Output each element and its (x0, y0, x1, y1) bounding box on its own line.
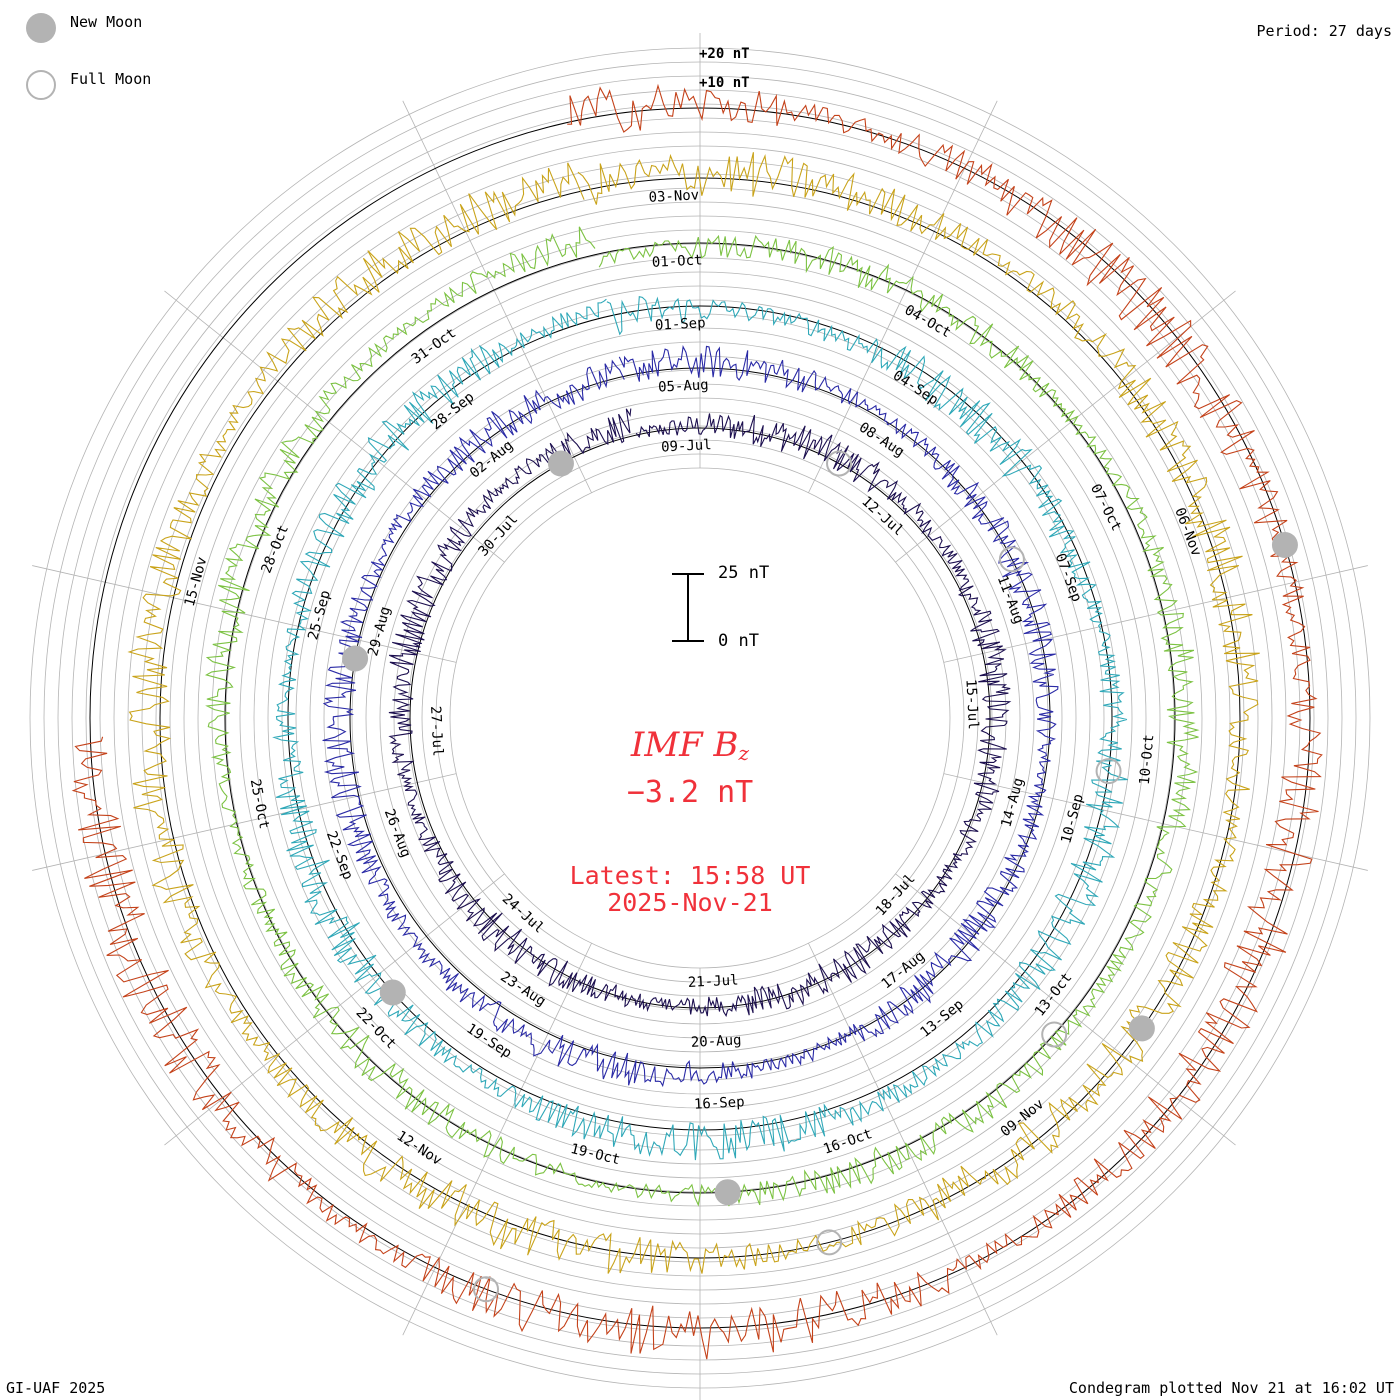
date-label: 05-Aug (658, 377, 709, 396)
date-label: 07-Oct (1087, 482, 1124, 534)
series-line-rotation-4 (204, 226, 1200, 1207)
full-moon-marker (826, 450, 853, 477)
latest-time: Latest: 15:58 UT (569, 861, 811, 890)
date-label: 21-Jul (688, 972, 739, 991)
imf-value: −3.2 nT (626, 775, 754, 810)
latest-date: 2025-Nov-21 (607, 888, 773, 917)
legend-new-moon: New Moon (26, 13, 142, 43)
full-moon-marker (816, 1229, 843, 1256)
grid-spoke (895, 873, 1236, 1146)
imf-title-subscript: z (738, 741, 750, 766)
full-moon-marker (998, 546, 1025, 573)
date-label: 29-Aug (365, 605, 394, 658)
date-label: 22-Oct (353, 1005, 400, 1053)
date-label: 17-Aug (879, 948, 928, 992)
series-layer (71, 83, 1323, 1360)
date-label: 16-Sep (694, 1094, 745, 1113)
date-label: 15-Jul (962, 679, 981, 730)
new-moon-marker (1128, 1015, 1155, 1042)
date-label: 09-Jul (661, 437, 712, 456)
new-moon-marker (547, 450, 574, 477)
full-moon-marker (473, 1276, 500, 1303)
scale-top-label: 25 nT (718, 563, 770, 583)
grid-spoke (402, 100, 592, 493)
grid-spoke (402, 943, 592, 1336)
date-label: 31-Oct (409, 325, 459, 367)
date-label: 26-Aug (381, 807, 414, 860)
grid-circle (351, 369, 1049, 1067)
date-label: 13-Sep (917, 996, 966, 1040)
date-label: 01-Sep (655, 315, 706, 334)
imf-title-block: IMF Bz (560, 725, 820, 765)
new-moon-marker (379, 979, 406, 1006)
grid-circle (365, 383, 1035, 1053)
series-line-rotation-1 (388, 408, 1012, 1018)
date-label: 12-Jul (858, 493, 906, 539)
scale-bottom-label: 0 nT (718, 631, 759, 651)
series-line-rotation-3 (272, 296, 1128, 1161)
scale-bar (672, 573, 704, 642)
new-moon-marker (714, 1179, 741, 1206)
date-label: 30-Jul (475, 511, 521, 559)
date-label: 03-Nov (648, 187, 699, 206)
date-label: 04-Oct (902, 302, 954, 341)
date-label: 27-Jul (427, 706, 446, 757)
ring-label-20: +20 nT (699, 46, 750, 62)
period-label: Period: 27 days (1256, 22, 1392, 40)
series-line-rotation-5 (127, 152, 1260, 1274)
date-label: 15-Nov (182, 555, 211, 608)
ring-label-10: +10 nT (699, 75, 750, 91)
grid-spoke (943, 565, 1368, 663)
full-moon-marker (1041, 1021, 1068, 1048)
grid-spoke (164, 873, 505, 1146)
full-moon-icon (26, 70, 56, 100)
grid-spoke (32, 565, 457, 663)
full-moon-marker (1095, 758, 1122, 785)
new-moon-label: New Moon (70, 13, 143, 31)
new-moon-icon (26, 13, 56, 43)
date-label: 16-Oct (821, 1126, 874, 1158)
grid-spoke (164, 290, 505, 563)
grid-spoke (808, 943, 998, 1336)
full-moon-label: Full Moon (70, 70, 152, 88)
moon-layer (342, 450, 1298, 1303)
imf-title: IMF B (630, 725, 739, 765)
series-line-rotation-6 (71, 83, 1323, 1360)
legend-full-moon: Full Moon (26, 70, 151, 100)
grid-spoke (895, 290, 1236, 563)
grid-circle (379, 397, 1021, 1039)
new-moon-marker (1271, 531, 1298, 558)
new-moon-marker (342, 645, 369, 672)
date-label: 20-Aug (691, 1032, 742, 1051)
date-label: 22-Sep (323, 829, 356, 882)
date-label: 01-Oct (652, 252, 703, 271)
credit-label: GI-UAF 2025 (6, 1379, 106, 1397)
date-label: 25-Oct (247, 778, 272, 831)
plotted-label: Condegram plotted Nov 21 at 16:02 UT (1068, 1379, 1394, 1397)
series-line-rotation-2 (322, 345, 1059, 1088)
date-label: 10-Oct (1137, 734, 1158, 786)
